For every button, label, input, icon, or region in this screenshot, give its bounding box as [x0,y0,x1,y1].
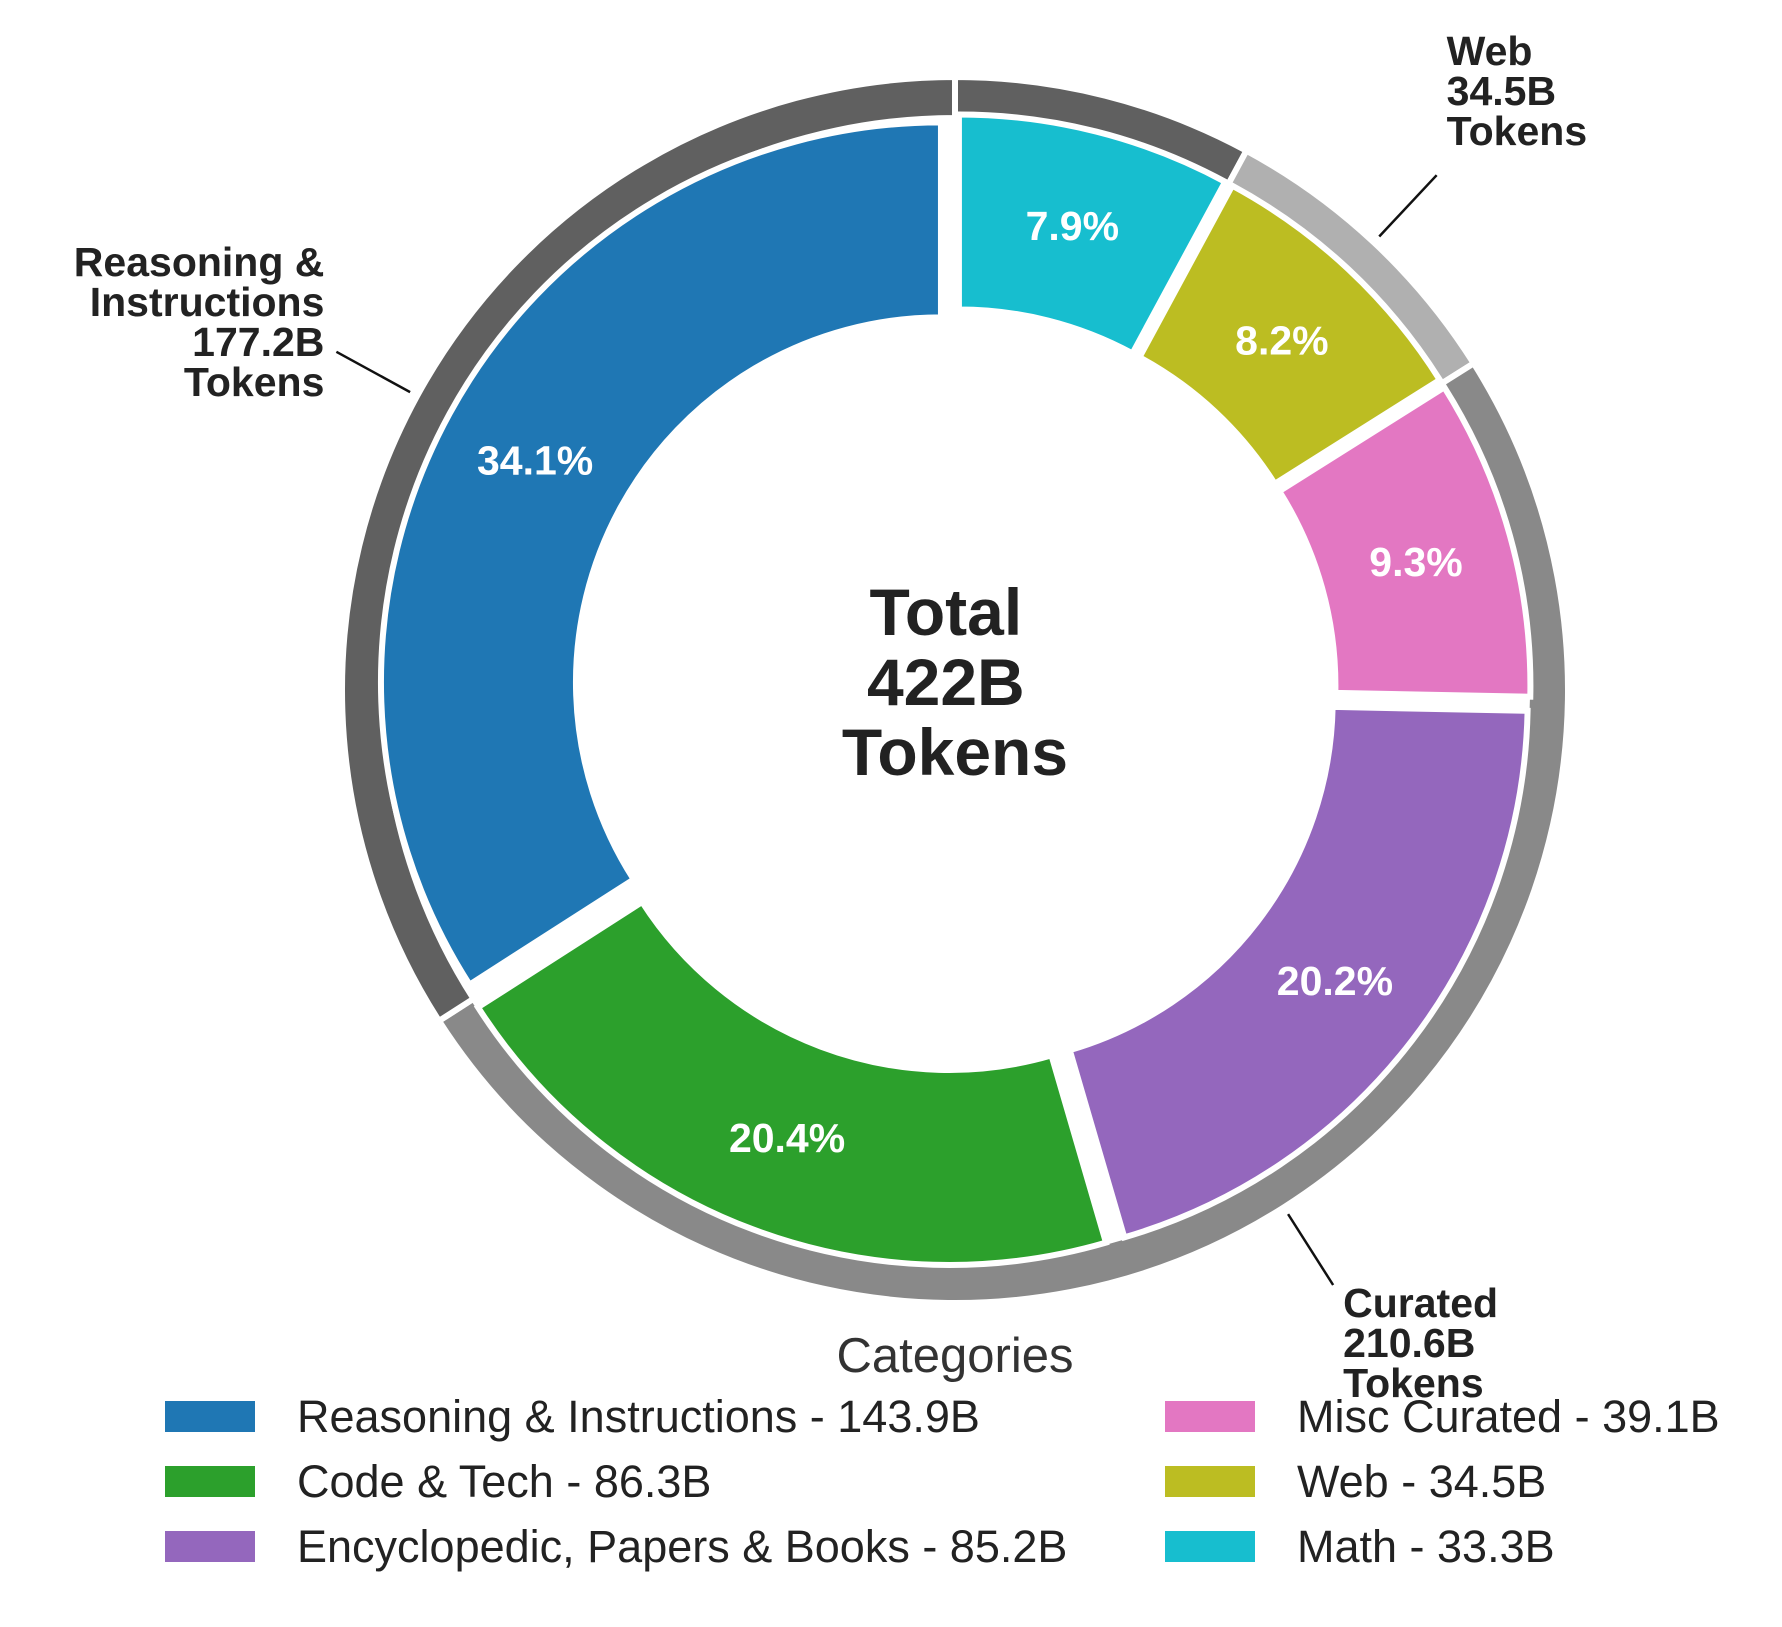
legend-item-label: Code & Tech - 86.3B [297,1456,711,1507]
slice-percent-labels: 7.9% 8.2% 9.3% 20.2% 20.4% 34.1% [477,203,1463,1161]
group-label-line: Instructions [90,279,325,325]
legend-title: Categories [837,1329,1074,1383]
legend-item-label: Math - 33.3B [1297,1521,1555,1572]
group-label-line: Curated [1343,1280,1498,1326]
legend-item-label: Reasoning & Instructions - 143.9B [297,1391,980,1442]
group-label-line: 177.2B [192,319,324,365]
legend-swatch [165,1531,255,1562]
slice-encyclopedic-papers-books [1066,703,1531,1242]
legend-item-label: Misc Curated - 39.1B [1297,1391,1720,1442]
legend-swatch [165,1401,255,1432]
legend-swatch [1165,1401,1255,1432]
group-label: Web 34.5B Tokens [1447,28,1588,154]
legend-swatch [1165,1466,1255,1497]
slice-percent-label: 20.2% [1277,958,1393,1004]
group-label-line: 34.5B [1447,68,1556,114]
legend-swatch [1165,1531,1255,1562]
group-label-line: 210.6B [1343,1320,1475,1366]
label-leader-line [335,350,411,394]
center-total-label: Total 422B Tokens [842,575,1068,789]
group-label-line: Reasoning & [74,239,325,285]
slice-math [955,111,1230,358]
legend-item-label: Web - 34.5B [1297,1456,1546,1507]
slice-code-tech [473,897,1110,1268]
center-label-line: Total [869,575,1022,649]
slice-reasoning-instructions [377,119,944,989]
group-label-line: Tokens [184,359,325,405]
slice-percent-label: 9.3% [1369,539,1462,585]
slice-misc-curated [1275,383,1534,700]
group-label: Reasoning & Instructions 177.2B Tokens [74,239,325,405]
inner-ring [377,111,1534,1268]
group-label-line: Tokens [1343,1360,1484,1406]
slice-percent-label: 34.1% [477,437,593,483]
slice-percent-label: 20.4% [729,1115,845,1161]
label-leader-line [1287,1213,1335,1286]
legend-swatch [165,1466,255,1497]
group-label: Curated 210.6B Tokens [1343,1280,1498,1406]
center-label-line: 422B [867,645,1025,719]
slice-percent-label: 7.9% [1026,203,1119,249]
label-leader-line [1378,174,1438,238]
group-label-line: Web [1447,28,1533,74]
slice-percent-label: 8.2% [1235,318,1328,364]
group-label-line: Tokens [1447,108,1588,154]
slice-web [1135,181,1444,488]
legend: Categories Reasoning & Instructions - 14… [165,1329,1720,1572]
legend-item-label: Encyclopedic, Papers & Books - 85.2B [297,1521,1067,1572]
center-label-line: Tokens [842,715,1068,789]
